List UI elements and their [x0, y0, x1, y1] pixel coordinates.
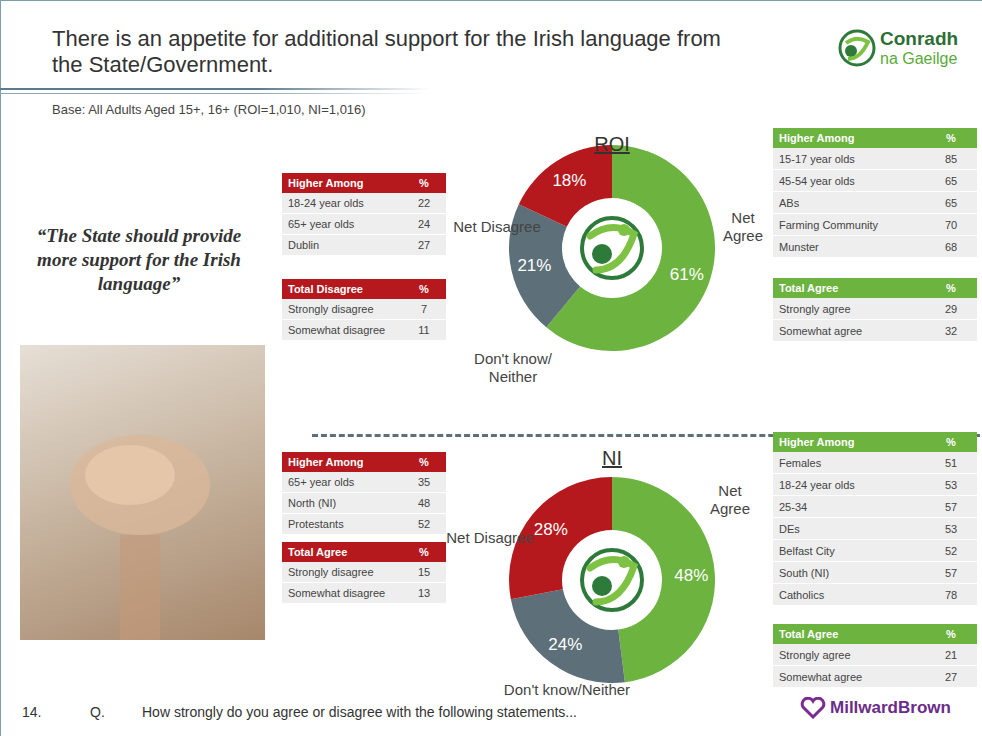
- html-text:85: 85: [944, 152, 958, 165]
- html-text:Munster: Munster: [779, 240, 819, 253]
- html-text:65: 65: [944, 174, 958, 187]
- html-text:35: 35: [417, 476, 431, 488]
- svg-text:18%: 18%: [552, 171, 586, 190]
- html-text:Females: Females: [779, 456, 822, 469]
- html-text:27: 27: [944, 670, 958, 683]
- html-text:21: 21: [944, 648, 958, 661]
- html-text:15-17 year olds: 15-17 year olds: [779, 152, 855, 165]
- html-text:Higher Among: Higher Among: [288, 177, 364, 189]
- html-text:na Gaeilge: na Gaeilge: [880, 50, 958, 67]
- html-text:65+ year olds: 65+ year olds: [288, 476, 355, 488]
- html-text:32: 32: [944, 324, 958, 337]
- html-text:78: 78: [944, 588, 958, 601]
- html-text:7: 7: [420, 303, 428, 315]
- html-text:65+ year olds: 65+ year olds: [288, 218, 355, 230]
- html-text:52: 52: [417, 518, 431, 530]
- html-text:Net Disagree: Net Disagree: [446, 529, 534, 546]
- html-text:Total Agree: Total Agree: [288, 546, 348, 558]
- html-text:South (NI): South (NI): [779, 566, 830, 579]
- html-text:25-34: 25-34: [779, 500, 808, 513]
- html-text:How strongly do you agree or d: How strongly do you agree or disagree wi…: [142, 704, 577, 720]
- html-text:Farming Community: Farming Community: [779, 218, 878, 231]
- html-text:Belfast City: Belfast City: [779, 544, 835, 557]
- html-text:14.: 14.: [22, 704, 42, 720]
- html-text:68: 68: [944, 240, 958, 253]
- html-text:15: 15: [417, 566, 431, 578]
- svg-text:61%: 61%: [670, 265, 704, 284]
- html-text:53: 53: [944, 478, 958, 491]
- html-text:Total Agree: Total Agree: [779, 628, 839, 640]
- svg-text:48%: 48%: [674, 566, 708, 585]
- html-text:Strongly disagree: Strongly disagree: [288, 566, 374, 578]
- svg-text:24%: 24%: [548, 635, 582, 654]
- svg-text:28%: 28%: [534, 520, 568, 539]
- html-text:Protestants: Protestants: [288, 518, 344, 530]
- html-text:Net Agree: Net Agree: [710, 482, 750, 517]
- html-text:Somewhat disagree: Somewhat disagree: [288, 324, 386, 336]
- html-text:11: 11: [418, 324, 430, 336]
- svg-text:21%: 21%: [517, 256, 551, 275]
- html-text:Higher Among: Higher Among: [288, 456, 364, 468]
- html-text:Total Disagree: Total Disagree: [288, 283, 363, 295]
- html-text:57: 57: [944, 566, 958, 579]
- html-text:NI: NI: [602, 447, 622, 469]
- html-text:24: 24: [417, 218, 431, 230]
- html-text:70: 70: [944, 218, 958, 231]
- html-text:Net Agree: Net Agree: [723, 209, 763, 244]
- html-text:Strongly disagree: Strongly disagree: [288, 303, 374, 315]
- html-text:Somewhat agree: Somewhat agree: [779, 324, 863, 337]
- html-text:Somewhat agree: Somewhat agree: [779, 670, 863, 683]
- html-text:Conradh: Conradh: [880, 28, 959, 49]
- html-text:Somewhat disagree: Somewhat disagree: [288, 587, 386, 599]
- html-text:Don't know/Neither: Don't know/Neither: [503, 681, 631, 698]
- html-text:27: 27: [417, 239, 431, 251]
- html-text:There is an appetite for addit: There is an appetite for additional supp…: [52, 26, 721, 77]
- html-text:57: 57: [944, 500, 958, 513]
- html-text:29: 29: [944, 302, 958, 315]
- html-text:North (NI): North (NI): [288, 497, 337, 509]
- html-text:51: 51: [944, 456, 958, 469]
- html-text:13: 13: [417, 587, 431, 599]
- html-text:Higher Among: Higher Among: [779, 132, 855, 144]
- html-text:18-24 year olds: 18-24 year olds: [779, 478, 855, 491]
- html-text:Base: All Adults Aged 15+, 16+: Base: All Adults Aged 15+, 16+ (ROI=1,01…: [52, 102, 366, 117]
- html-text:18-24 year olds: 18-24 year olds: [288, 197, 364, 209]
- html-text:Net Disagree: Net Disagree: [453, 218, 541, 235]
- html-text:45-54 year olds: 45-54 year olds: [779, 174, 855, 187]
- html-text:Catholics: Catholics: [779, 588, 825, 601]
- html-text:53: 53: [944, 522, 958, 535]
- html-text:Total Agree: Total Agree: [779, 282, 839, 294]
- html-text:22: 22: [417, 197, 431, 209]
- html-text:48: 48: [417, 497, 431, 509]
- html-text:DEs: DEs: [779, 522, 800, 535]
- html-text:Strongly agree: Strongly agree: [779, 302, 851, 315]
- html-text:Dublin: Dublin: [288, 239, 320, 251]
- html-text:Strongly agree: Strongly agree: [779, 648, 851, 661]
- html-text:Q.: Q.: [90, 704, 105, 720]
- html-text:MillwardBrown: MillwardBrown: [830, 698, 951, 717]
- html-text:Don't know/ Neither: Don't know/ Neither: [474, 350, 552, 385]
- html-text:65: 65: [944, 196, 958, 209]
- html-text:Higher Among: Higher Among: [779, 436, 855, 448]
- html-text:“The State should provide more: “The State should provide more support f…: [36, 225, 242, 294]
- html-text:52: 52: [944, 544, 958, 557]
- html-text:ROI: ROI: [594, 133, 630, 155]
- html-text:ABs: ABs: [779, 196, 800, 209]
